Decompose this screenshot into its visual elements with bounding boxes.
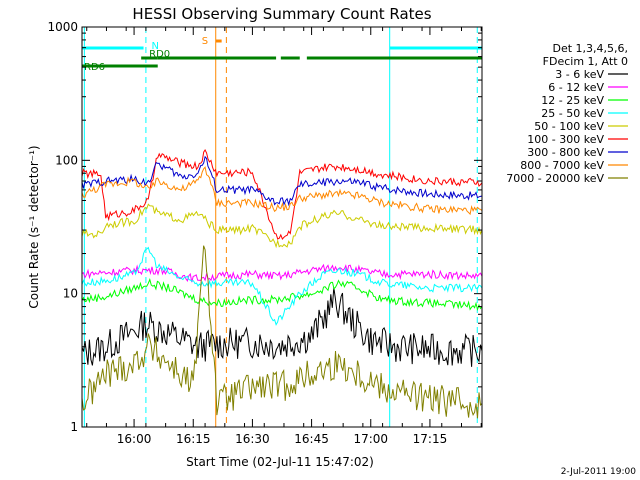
legend-label-6: 300 - 800 keV (527, 146, 604, 159)
x-tick-label-5: 17:15 (413, 432, 448, 446)
series-line-2 (81, 278, 483, 312)
series-layer (81, 149, 483, 419)
legend: Det 1,3,4,5,6,FDecim 1, Att 03 - 6 keV6 … (506, 42, 628, 185)
flag-label-s: S (202, 36, 208, 47)
series-line-6 (81, 155, 483, 207)
series-line-8 (81, 245, 483, 419)
flag-label-rd6: RD6 (84, 62, 105, 73)
series-line-5 (81, 149, 483, 240)
legend-label-7: 800 - 7000 keV (520, 159, 604, 172)
x-tick-label-0: 16:00 (117, 432, 152, 446)
legend-label-8: 7000 - 20000 keV (506, 172, 604, 185)
chart-title: HESSI Observing Summary Count Rates (132, 5, 431, 23)
series-line-3 (81, 246, 483, 326)
series-line-0 (81, 287, 483, 367)
y-tick-label-2: 100 (55, 153, 78, 167)
legend-label-4: 50 - 100 keV (534, 120, 604, 133)
x-tick-label-1: 16:15 (176, 432, 211, 446)
markers-layer (83, 27, 478, 427)
x-axis-label: Start Time (02-Jul-11 15:47:02) (186, 455, 374, 469)
series-line-7 (81, 166, 483, 216)
y-tick-label-3: 1000 (47, 20, 78, 34)
axes-layer: 1 10 100 1000 16:00 16:15 16:30 16:45 17:00 17:15 (47, 20, 482, 446)
legend-header-1: FDecim 1, Att 0 (543, 55, 628, 68)
y-axis-label: Count Rate (s⁻¹ detector⁻¹) (27, 145, 41, 308)
flags-layer: RD0 RD6 N S (82, 36, 482, 73)
flag-label-n: N (152, 41, 159, 52)
legend-header-0: Det 1,3,4,5,6, (552, 42, 628, 55)
x-tick-label-4: 17:00 (353, 432, 388, 446)
plot-frame (81, 26, 483, 428)
legend-label-0: 3 - 6 keV (555, 68, 604, 81)
legend-label-5: 100 - 300 keV (527, 133, 604, 146)
series-line-4 (81, 203, 483, 249)
flag-label-rd0: RD0 (149, 49, 170, 60)
legend-label-1: 6 - 12 keV (548, 81, 604, 94)
footer-date: 2-Jul-2011 19:00 (561, 467, 637, 477)
legend-label-3: 25 - 50 keV (541, 107, 604, 120)
y-tick-label-0: 1 (70, 420, 78, 434)
x-tick-label-2: 16:30 (235, 432, 270, 446)
y-tick-label-1: 10 (63, 287, 78, 301)
y-axis-label-group: Count Rate (s⁻¹ detector⁻¹) (27, 145, 41, 308)
legend-label-2: 12 - 25 keV (541, 94, 604, 107)
x-tick-label-3: 16:45 (294, 432, 329, 446)
series-line-1 (81, 263, 483, 283)
